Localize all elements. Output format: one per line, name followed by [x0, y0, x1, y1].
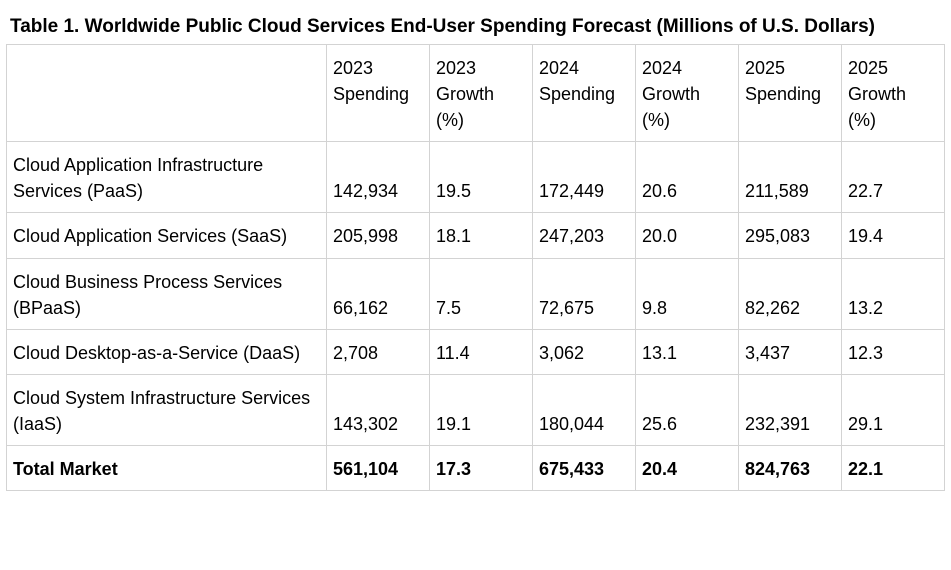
cell: 29.1 [842, 374, 945, 445]
cell: 180,044 [533, 374, 636, 445]
table-row: Cloud Application Infrastructure Service… [7, 142, 945, 213]
cell: 19.5 [430, 142, 533, 213]
cell: 82,262 [739, 258, 842, 329]
row-label: Cloud Application Infrastructure Service… [7, 142, 327, 213]
cell: 295,083 [739, 213, 842, 258]
cell: 72,675 [533, 258, 636, 329]
cell: 18.1 [430, 213, 533, 258]
cell: 9.8 [636, 258, 739, 329]
table-row: Cloud Desktop-as-a-Service (DaaS) 2,708 … [7, 329, 945, 374]
row-label: Cloud Desktop-as-a-Service (DaaS) [7, 329, 327, 374]
col-header: 2024 Spending [533, 45, 636, 142]
forecast-table: 2023 Spending 2023 Growth (%) 2024 Spend… [6, 44, 945, 491]
table-row: Cloud System Infrastructure Services (Ia… [7, 374, 945, 445]
table-row: Cloud Business Process Services (BPaaS) … [7, 258, 945, 329]
row-label: Total Market [7, 446, 327, 491]
cell: 20.6 [636, 142, 739, 213]
row-label: Cloud System Infrastructure Services (Ia… [7, 374, 327, 445]
cell: 172,449 [533, 142, 636, 213]
cell: 824,763 [739, 446, 842, 491]
table-title: Table 1. Worldwide Public Cloud Services… [6, 16, 945, 38]
cell: 20.0 [636, 213, 739, 258]
cell: 7.5 [430, 258, 533, 329]
cell: 22.7 [842, 142, 945, 213]
cell: 11.4 [430, 329, 533, 374]
col-header [7, 45, 327, 142]
col-header: 2023 Spending [327, 45, 430, 142]
col-header: 2024 Growth (%) [636, 45, 739, 142]
cell: 13.2 [842, 258, 945, 329]
col-header: 2023 Growth (%) [430, 45, 533, 142]
cell: 675,433 [533, 446, 636, 491]
cell: 143,302 [327, 374, 430, 445]
cell: 211,589 [739, 142, 842, 213]
cell: 142,934 [327, 142, 430, 213]
table-header-row: 2023 Spending 2023 Growth (%) 2024 Spend… [7, 45, 945, 142]
cell: 3,437 [739, 329, 842, 374]
col-header: 2025 Spending [739, 45, 842, 142]
table-row: Cloud Application Services (SaaS) 205,99… [7, 213, 945, 258]
row-label: Cloud Application Services (SaaS) [7, 213, 327, 258]
cell: 12.3 [842, 329, 945, 374]
cell: 25.6 [636, 374, 739, 445]
cell: 205,998 [327, 213, 430, 258]
cell: 19.4 [842, 213, 945, 258]
cell: 20.4 [636, 446, 739, 491]
row-label: Cloud Business Process Services (BPaaS) [7, 258, 327, 329]
cell: 66,162 [327, 258, 430, 329]
cell: 3,062 [533, 329, 636, 374]
col-header: 2025 Growth (%) [842, 45, 945, 142]
cell: 561,104 [327, 446, 430, 491]
cell: 19.1 [430, 374, 533, 445]
table-total-row: Total Market 561,104 17.3 675,433 20.4 8… [7, 446, 945, 491]
cell: 232,391 [739, 374, 842, 445]
cell: 2,708 [327, 329, 430, 374]
cell: 13.1 [636, 329, 739, 374]
cell: 22.1 [842, 446, 945, 491]
cell: 247,203 [533, 213, 636, 258]
cell: 17.3 [430, 446, 533, 491]
